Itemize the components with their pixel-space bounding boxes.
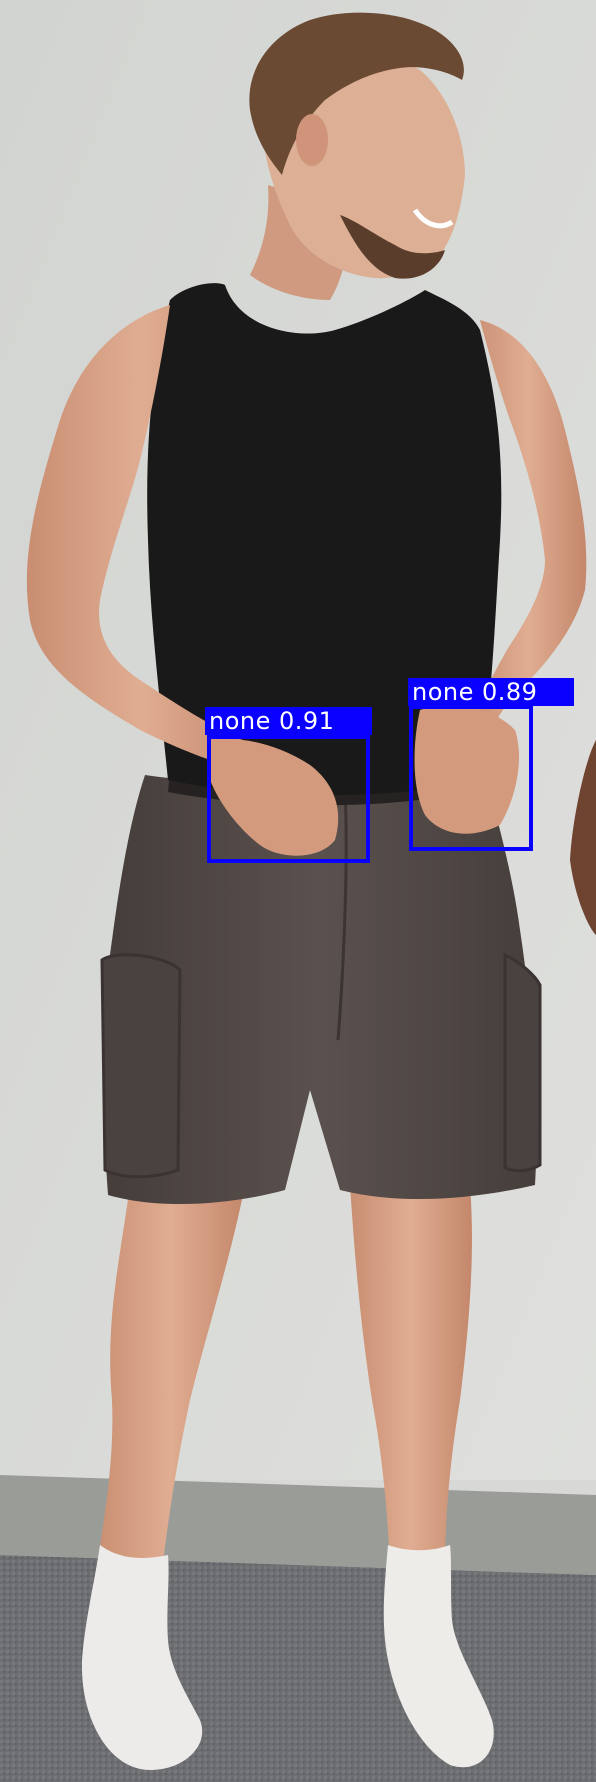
detection-box-2: [409, 705, 533, 851]
right-sock: [383, 1545, 494, 1768]
detection-box-1: [207, 735, 370, 863]
hair: [249, 12, 464, 176]
ear: [296, 114, 328, 166]
smile: [412, 208, 454, 229]
fly-seam: [336, 789, 348, 1041]
right-cargo-pocket: [503, 952, 542, 1173]
left-leg: [95, 1185, 245, 1590]
detection-label-2: none 0.89: [408, 678, 574, 706]
right-hand: [414, 705, 520, 834]
detection-label-1: none 0.91: [205, 707, 372, 735]
tank-top: [147, 283, 502, 795]
left-hand: [210, 738, 339, 856]
shorts: [103, 775, 537, 1205]
right-leg: [350, 1185, 472, 1565]
beard: [340, 215, 445, 279]
right-arm: [470, 320, 587, 735]
left-arm: [26, 305, 255, 770]
left-cargo-pocket: [100, 953, 182, 1179]
left-sock: [81, 1545, 203, 1770]
neighbor-arm: [570, 740, 596, 935]
